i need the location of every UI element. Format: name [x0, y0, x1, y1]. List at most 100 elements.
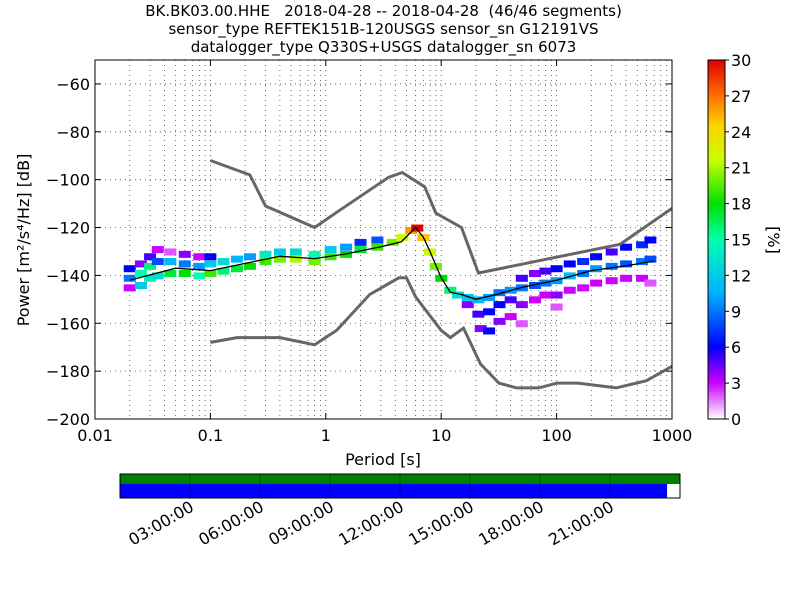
- density-cell: [539, 267, 552, 275]
- colorbar-tick-label: 9: [731, 302, 741, 321]
- colorbar-tick-label: 21: [731, 159, 751, 178]
- density-cell: [289, 255, 302, 263]
- density-cell: [151, 272, 164, 280]
- density-cell: [123, 284, 136, 292]
- mode-line: [129, 226, 655, 300]
- timeline-tick-label: 09:00:00: [265, 497, 337, 549]
- x-axis-ticks: 0.01 0.1 1 10 100 1000: [77, 60, 692, 445]
- density-cell: [396, 234, 409, 242]
- density-cell: [273, 255, 286, 263]
- colorbar: [707, 59, 726, 420]
- colorbar-tick-label: 0: [731, 410, 741, 429]
- timeline-tick-label: 06:00:00: [195, 497, 267, 549]
- density-cell: [620, 243, 633, 251]
- y-tick-label: −100: [46, 171, 90, 190]
- plot-frame: [94, 59, 673, 420]
- density-cell: [529, 296, 542, 304]
- density-cell: [472, 296, 485, 304]
- plot-grid: [94, 60, 672, 420]
- density-cell: [483, 308, 496, 316]
- density-cell: [204, 270, 217, 278]
- density-cell: [644, 279, 657, 287]
- density-cell: [563, 260, 576, 268]
- density-cell: [515, 320, 528, 328]
- density-cell: [193, 272, 206, 280]
- title-line-1: BK.BK03.00.HHE 2018-04-28 -- 2018-04-28 …: [145, 2, 622, 20]
- density-cell: [134, 281, 147, 289]
- density-cell: [620, 260, 633, 268]
- density-cell: [493, 317, 506, 325]
- x-tick-label: 10: [431, 426, 451, 445]
- data-coverage-bar: [120, 484, 668, 498]
- density-cell: [289, 248, 302, 256]
- density-cell: [243, 253, 256, 261]
- density-cell: [204, 253, 217, 261]
- x-axis-label: Period [s]: [345, 450, 421, 469]
- density-cell: [515, 274, 528, 282]
- density-cell: [164, 270, 177, 278]
- density-cell: [636, 258, 649, 266]
- colorbar-ticks: 0 3 6 9 12 15 18 21 24 27 30: [725, 51, 751, 429]
- density-cell: [504, 296, 517, 304]
- density-cell: [590, 253, 603, 261]
- y-axis-ticks: −60 −80 −100 −120 −140 −160 −180 −200: [46, 75, 672, 429]
- colorbar-tick-label: 30: [731, 51, 751, 70]
- density-cells: [123, 224, 657, 335]
- density-cell: [371, 236, 384, 244]
- density-cell: [273, 248, 286, 256]
- colorbar-tick-label: 15: [731, 231, 751, 250]
- density-cell: [164, 248, 177, 256]
- density-cell: [308, 258, 321, 266]
- colorbar-tick-label: 6: [731, 338, 741, 357]
- y-tick-label: −200: [46, 410, 90, 429]
- density-cell: [193, 253, 206, 261]
- density-cell: [550, 265, 563, 273]
- timeline-tick-label: 15:00:00: [405, 497, 477, 549]
- timeline-tick-label: 12:00:00: [335, 497, 407, 549]
- density-cell: [243, 262, 256, 270]
- density-cell: [483, 293, 496, 301]
- density-cell: [230, 255, 243, 263]
- y-tick-label: −120: [46, 219, 90, 238]
- density-cell: [644, 236, 657, 244]
- density-cell: [134, 260, 147, 268]
- density-cell: [474, 325, 487, 333]
- y-tick-label: −140: [46, 266, 90, 285]
- density-cell: [550, 303, 563, 311]
- density-cell: [151, 258, 164, 266]
- density-cell: [151, 246, 164, 254]
- timeline-tick-label: 18:00:00: [475, 497, 547, 549]
- density-cell: [620, 274, 633, 282]
- density-cell: [144, 253, 157, 261]
- y-tick-label: −160: [46, 314, 90, 333]
- model-lines: [129, 159, 673, 390]
- y-tick-label: −60: [56, 75, 90, 94]
- density-cell: [354, 238, 367, 246]
- density-cell: [605, 248, 618, 256]
- density-cell: [217, 258, 230, 266]
- timeline-tick-label: 21:00:00: [545, 497, 617, 549]
- density-cell: [123, 265, 136, 273]
- title-line-2: sensor_type REFTEK151B-120USGS sensor_sn…: [168, 20, 599, 38]
- density-cell: [164, 258, 177, 266]
- density-cell: [636, 241, 649, 249]
- y-axis-label: Power [m²/s⁴/Hz] [dB]: [14, 154, 33, 327]
- density-cell: [504, 313, 517, 321]
- x-tick-label: 0.1: [198, 426, 223, 445]
- colorbar-label: [%]: [764, 226, 783, 254]
- density-cell: [515, 301, 528, 309]
- x-tick-label: 1: [321, 426, 331, 445]
- colorbar-tick-label: 18: [731, 195, 751, 214]
- x-tick-label: 0.01: [77, 426, 113, 445]
- density-cell: [411, 224, 424, 232]
- noise-model-high-line: [209, 159, 673, 275]
- density-cell: [493, 301, 506, 309]
- density-cell: [204, 260, 217, 268]
- density-cell: [259, 250, 272, 258]
- density-cell: [529, 270, 542, 278]
- density-cell: [193, 262, 206, 270]
- density-cell: [605, 277, 618, 285]
- density-cell: [539, 291, 552, 299]
- colorbar-tick-label: 24: [731, 123, 751, 142]
- density-cell: [452, 291, 465, 299]
